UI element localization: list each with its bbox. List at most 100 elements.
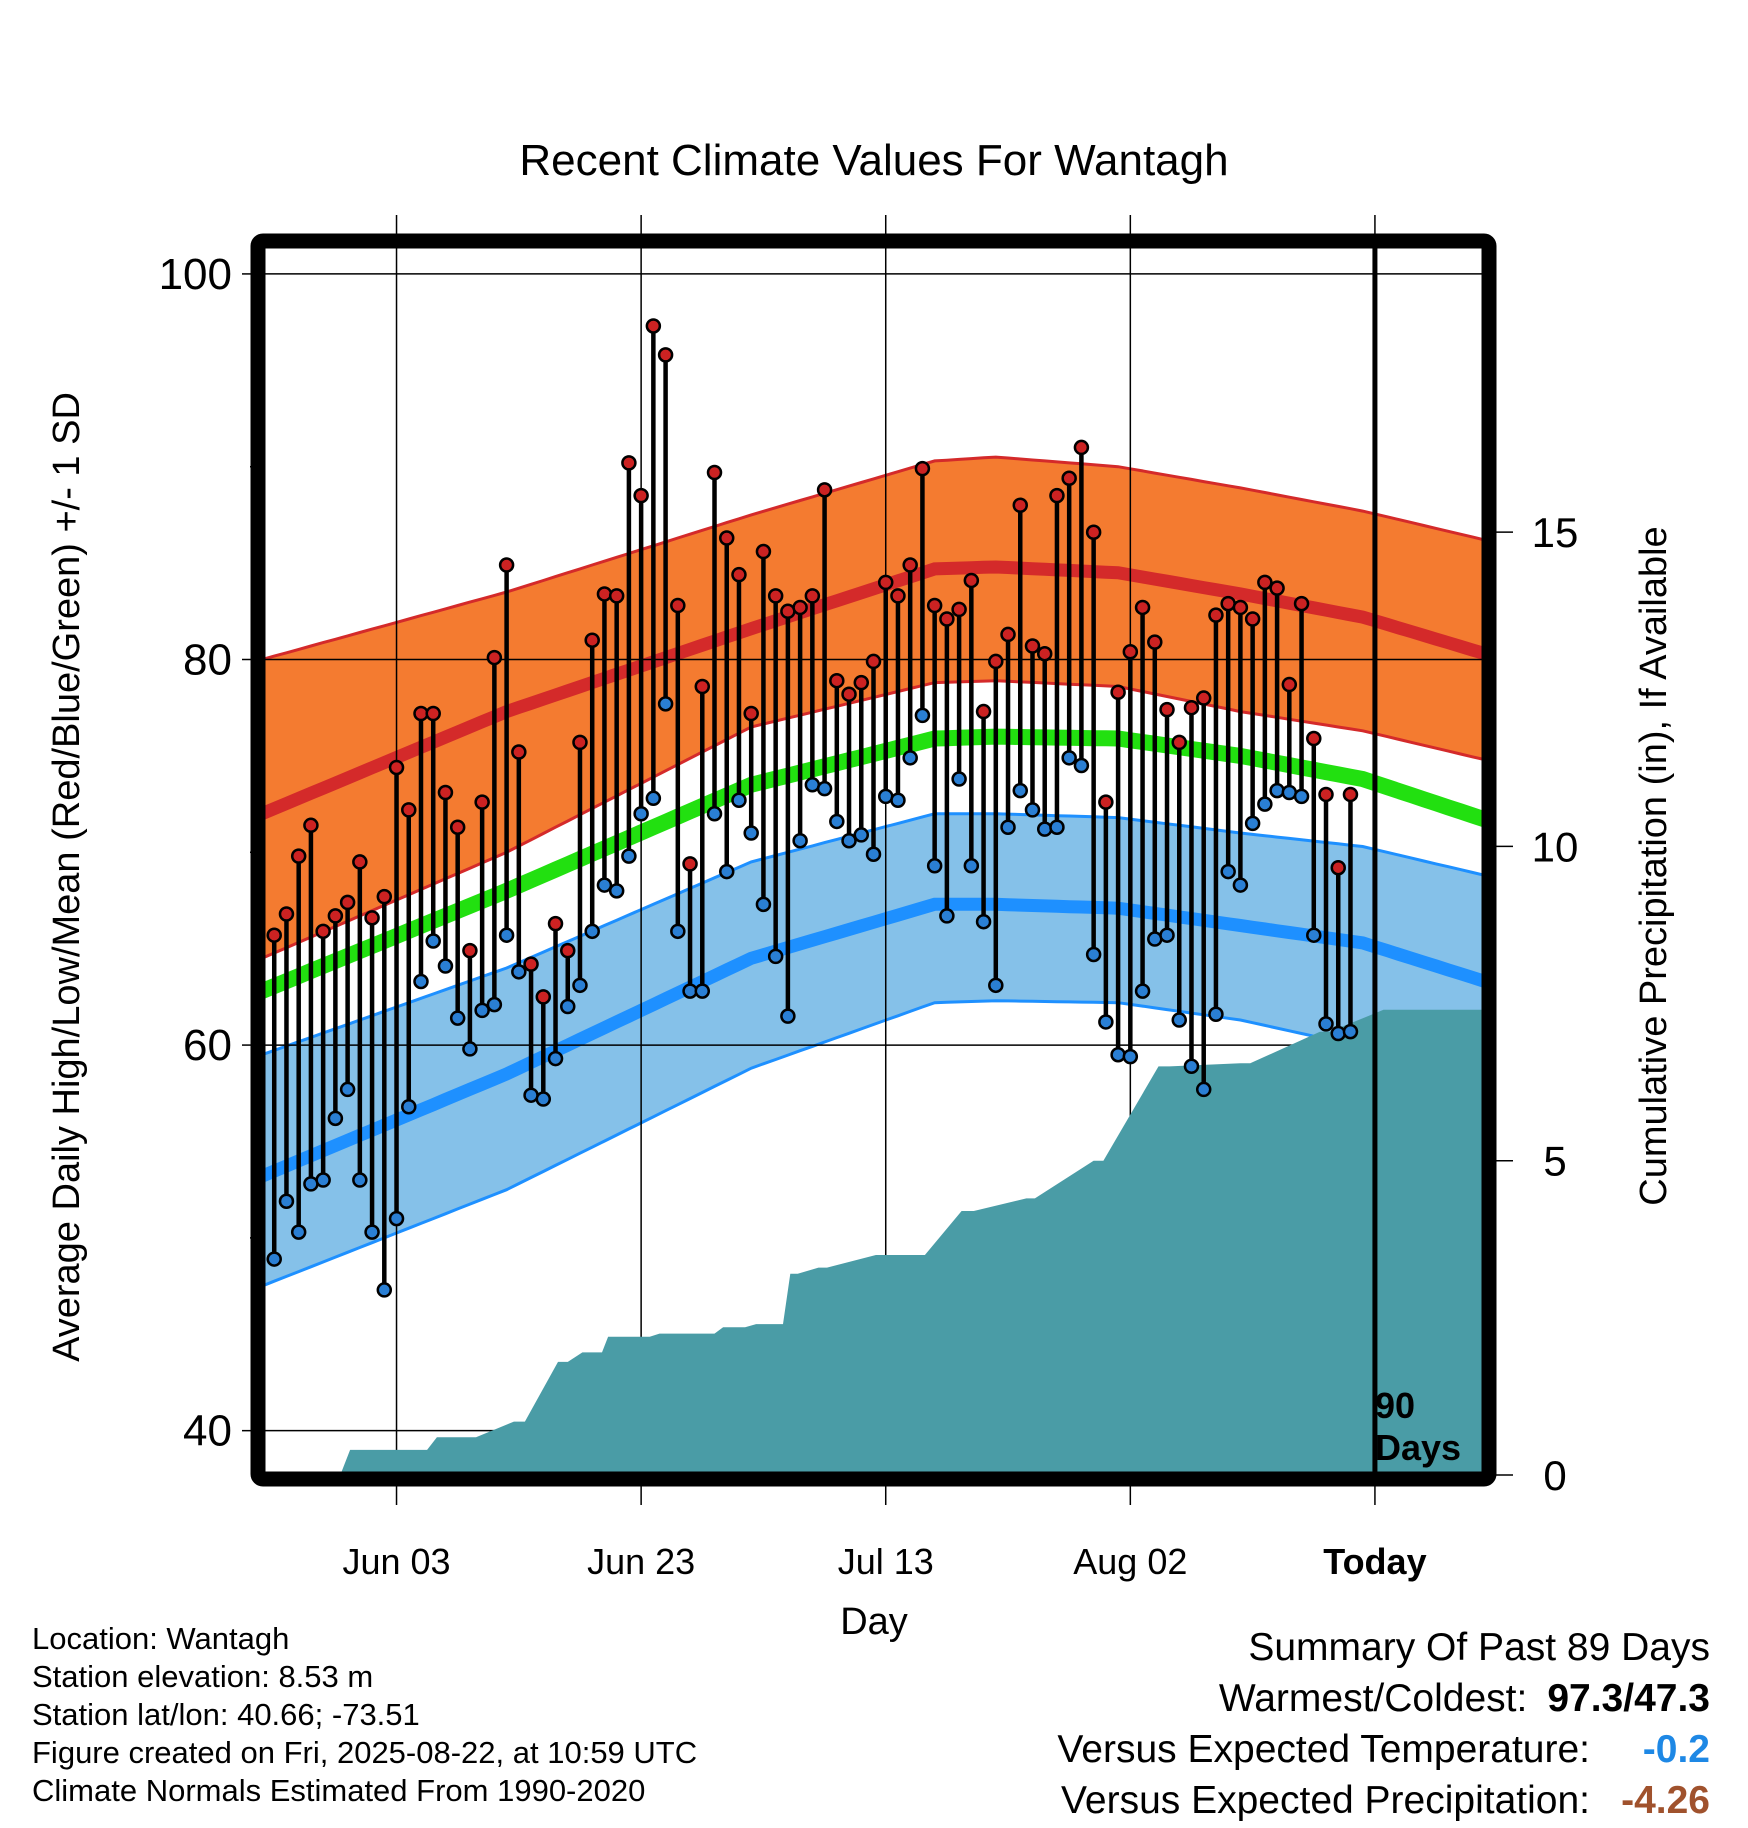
daily-low-point <box>988 977 1004 994</box>
daily-low-point <box>706 805 723 822</box>
daily-high-point <box>1330 859 1346 876</box>
info-elevation: Station elevation: 8.53 m <box>32 1659 374 1694</box>
info-normals: Climate Normals Estimated From 1990-2020 <box>32 1773 646 1808</box>
y2-tick-label: 15 <box>1532 509 1579 556</box>
daily-high-point <box>462 942 478 959</box>
daily-low-point <box>511 964 527 980</box>
daily-low-point <box>865 846 882 862</box>
daily-low-point <box>694 983 711 999</box>
daily-high-point <box>731 566 747 583</box>
y-tick-label: 40 <box>183 1407 232 1456</box>
daily-high-point <box>266 927 282 943</box>
daily-low-point <box>535 1091 552 1107</box>
daily-high-point <box>767 588 784 604</box>
daily-high-point <box>474 794 490 810</box>
daily-high-point <box>584 632 600 648</box>
daily-high-point <box>1122 644 1139 660</box>
daily-high-point <box>1012 497 1029 514</box>
daily-high-point <box>327 908 344 924</box>
daily-low-point <box>1061 750 1077 766</box>
summary-precip-label: Versus Expected Precipitation: <box>1061 1779 1590 1822</box>
daily-low-point <box>584 923 600 940</box>
summary-warm-cold-value: 97.3/47.3 <box>1547 1677 1710 1720</box>
daily-low-point <box>376 1282 393 1298</box>
summary-warm-cold: Warmest/Coldest: 97.3/47.3 <box>1057 1673 1710 1724</box>
daily-low-point <box>841 832 857 849</box>
summary-warm-cold-label: Warmest/Coldest: <box>1218 1677 1528 1720</box>
daily-high-point <box>1085 524 1102 541</box>
daily-low-point <box>1171 1012 1187 1028</box>
daily-low-point <box>963 858 980 874</box>
daily-high-point <box>816 482 833 498</box>
high-normal-line <box>262 560 1485 820</box>
chart-title: Recent Climate Values For Wantagh <box>519 136 1228 185</box>
daily-low-point <box>498 927 515 943</box>
daily-low-point <box>1257 796 1273 812</box>
daily-high-point <box>865 653 882 670</box>
daily-low-point <box>1220 863 1236 880</box>
daily-low-point <box>572 977 588 994</box>
daily-high-point <box>682 856 698 872</box>
daily-high-point <box>926 597 943 614</box>
precip-area <box>340 1009 1485 1475</box>
daily-low-point <box>1208 1006 1224 1022</box>
daily-low-point <box>1085 946 1102 963</box>
daily-high-point <box>1306 730 1322 747</box>
daily-low-point <box>780 1008 796 1024</box>
daily-high-point <box>804 588 821 604</box>
daily-high-point <box>939 611 955 627</box>
daily-high-point <box>853 674 870 691</box>
daily-high-point <box>511 744 527 760</box>
daily-high-point <box>596 586 613 602</box>
y-tick-label: 100 <box>159 250 232 299</box>
daily-low-point <box>718 863 735 880</box>
low-normal-line <box>262 897 1485 1183</box>
daily-low-point <box>486 996 503 1013</box>
high-sd-upper-line <box>262 455 1485 661</box>
daily-low-point <box>364 1224 380 1240</box>
daily-low-point <box>1318 1016 1334 1032</box>
y2-tick-label: 0 <box>1543 1452 1566 1499</box>
daily-high-point <box>547 915 564 932</box>
daily-high-point <box>278 906 295 922</box>
daily-high-point <box>425 705 441 722</box>
daily-low-point <box>767 948 784 965</box>
daily-low-point <box>596 877 613 893</box>
daily-high-point <box>1171 734 1187 751</box>
daily-high-point <box>376 888 393 905</box>
daily-low-point <box>1122 1048 1139 1065</box>
daily-high-point <box>1183 699 1200 716</box>
daily-low-point <box>1342 1023 1359 1040</box>
daily-high-point <box>792 599 808 616</box>
daily-high-point <box>1098 794 1114 810</box>
daily-low-point <box>890 792 906 808</box>
daily-high-point <box>608 588 625 604</box>
daily-low-point <box>1183 1058 1200 1075</box>
daily-low-point <box>474 1002 490 1019</box>
low-sd-lower-line <box>262 999 1485 1288</box>
daily-low-point <box>1000 819 1016 835</box>
daily-low-point <box>413 973 429 990</box>
daily-high-point <box>902 557 918 573</box>
daily-high-point <box>560 942 576 959</box>
daily-low-point <box>914 707 931 724</box>
daily-low-point <box>1195 1081 1212 1098</box>
daily-low-point <box>1159 927 1175 943</box>
daily-high-point <box>449 819 466 835</box>
daily-low-point <box>608 883 625 899</box>
daily-high-point <box>1110 684 1126 701</box>
daily-high-point <box>1061 470 1077 487</box>
daily-low-point <box>266 1251 282 1267</box>
daily-high-point <box>1134 599 1151 616</box>
daily-high-point <box>486 649 503 666</box>
daily-high-point <box>743 705 759 722</box>
summary-temp-value: -0.2 <box>1642 1728 1710 1771</box>
daily-high-point <box>841 686 857 702</box>
daily-low-point <box>327 1110 344 1127</box>
daily-low-point <box>352 1172 368 1188</box>
daily-high-point <box>1049 487 1065 504</box>
daily-low-point <box>657 696 674 712</box>
info-location: Location: Wantagh <box>32 1621 290 1656</box>
daily-high-point <box>706 464 723 481</box>
daily-high-point <box>1269 580 1285 596</box>
